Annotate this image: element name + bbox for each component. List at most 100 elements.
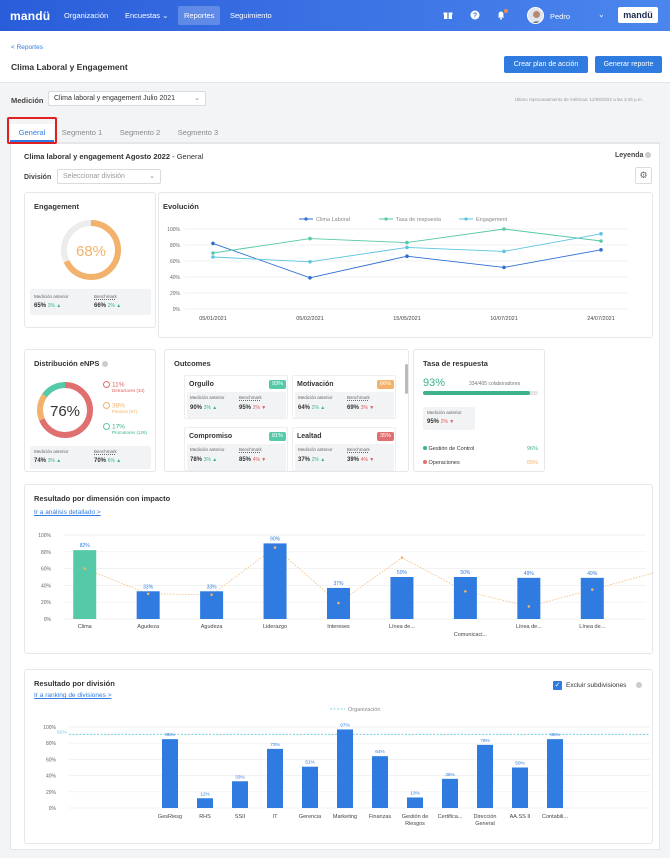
series-point[interactable] bbox=[211, 241, 215, 246]
division-ranking-link[interactable]: Ir a ranking de divisiones > bbox=[34, 692, 112, 699]
x-tick-label: Clima bbox=[78, 624, 93, 630]
nav-reportes[interactable]: Reportes bbox=[178, 6, 221, 25]
sad-face-icon bbox=[103, 381, 110, 388]
legend-label[interactable]: Engagement bbox=[476, 217, 508, 223]
arrow-up-icon: ▲ bbox=[114, 303, 122, 309]
user-name[interactable]: Pedro bbox=[550, 12, 571, 21]
legend-label[interactable]: Clima Laboral bbox=[316, 217, 350, 223]
bar[interactable] bbox=[197, 798, 213, 808]
series-point[interactable] bbox=[405, 254, 409, 258]
settings-gear-icon[interactable]: ⚙ bbox=[635, 167, 652, 184]
y-tick-label: 60% bbox=[170, 259, 181, 265]
bar[interactable] bbox=[337, 729, 353, 808]
create-action-plan-button[interactable]: Crear plan de acción bbox=[504, 56, 588, 73]
help-icon[interactable]: ? bbox=[470, 10, 480, 20]
legend-link[interactable]: Leyenda bbox=[615, 152, 652, 159]
medicion-select[interactable]: Clima laboral y engagement Julio 2021 ⌄ bbox=[48, 91, 206, 106]
row-value: 96% bbox=[526, 446, 538, 452]
section-subtitle: - General bbox=[172, 152, 204, 161]
y-tick-label: 0% bbox=[49, 806, 57, 812]
series-point[interactable] bbox=[211, 255, 215, 259]
app-logo[interactable]: mandü bbox=[10, 9, 51, 23]
bar-value-label: 90% bbox=[270, 536, 281, 542]
trend-point bbox=[273, 546, 277, 549]
bar-value-label: 37% bbox=[333, 581, 344, 587]
bar[interactable] bbox=[442, 778, 458, 808]
exclude-subdivisions-label[interactable]: Excluir subdivisiones bbox=[566, 682, 627, 689]
legend-label: Organización bbox=[348, 707, 380, 713]
generate-report-button[interactable]: Generar reporte bbox=[595, 56, 662, 73]
tab-segmento-2[interactable]: Segmento 2 bbox=[119, 128, 161, 137]
nav-encuestas[interactable]: Encuestas ⌄ bbox=[119, 6, 174, 25]
bench-label: Benchmark bbox=[239, 447, 262, 452]
bar[interactable] bbox=[200, 591, 224, 619]
x-tick-label: Gestión de bbox=[402, 814, 429, 820]
x-tick-label: Intereses bbox=[327, 624, 350, 630]
legend-dot bbox=[464, 217, 468, 221]
series-point[interactable] bbox=[405, 245, 409, 250]
bar[interactable] bbox=[73, 550, 97, 619]
series-point[interactable] bbox=[599, 248, 603, 252]
series-point[interactable] bbox=[502, 249, 506, 254]
trend-point bbox=[590, 588, 594, 591]
detractores-pct: 11% bbox=[111, 381, 125, 389]
division-select[interactable]: Seleccionar división ⌄ bbox=[57, 169, 161, 184]
series-point[interactable] bbox=[211, 251, 215, 255]
dimension-detail-link[interactable]: Ir a análisis detallado > bbox=[34, 509, 101, 516]
chevron-down-icon[interactable]: ⌄ bbox=[598, 10, 605, 19]
tab-general[interactable]: General bbox=[10, 124, 54, 142]
bar[interactable] bbox=[302, 766, 318, 808]
breadcrumb[interactable]: < Reportes bbox=[11, 44, 43, 51]
nav-seguimiento[interactable]: Seguimiento bbox=[230, 11, 272, 20]
bell-icon[interactable] bbox=[496, 10, 506, 20]
dimension-card: Resultado por dimensión con impacto Ir a… bbox=[24, 484, 654, 654]
tab-segmento-3[interactable]: Segmento 3 bbox=[177, 128, 219, 137]
medicion-value: Clima laboral y engagement Julio 2021 bbox=[54, 95, 176, 102]
x-tick-label: Agudeza bbox=[137, 624, 160, 630]
bar[interactable] bbox=[390, 577, 414, 619]
bar[interactable] bbox=[162, 739, 178, 808]
nav-organizacion[interactable]: Organización bbox=[64, 11, 109, 20]
evolution-title: Evolución bbox=[163, 202, 199, 211]
bar[interactable] bbox=[512, 767, 528, 809]
svg-text:?: ? bbox=[473, 13, 477, 20]
x-tick-label: 05/01/2021 bbox=[199, 316, 227, 322]
bar[interactable] bbox=[232, 781, 248, 808]
dimension-title: Resultado por dimensión con impacto bbox=[34, 494, 171, 503]
bar[interactable] bbox=[517, 577, 541, 619]
legend-label[interactable]: Tasa de respuesta bbox=[396, 217, 442, 223]
series-point[interactable] bbox=[308, 276, 312, 280]
series-point[interactable] bbox=[405, 240, 409, 245]
bar[interactable] bbox=[263, 543, 287, 619]
series-point[interactable] bbox=[599, 232, 603, 236]
series-point[interactable] bbox=[308, 236, 312, 241]
arrow-down-icon: ▼ bbox=[447, 419, 455, 425]
gift-icon[interactable] bbox=[443, 10, 453, 20]
series-point[interactable] bbox=[502, 265, 506, 270]
bar[interactable] bbox=[136, 591, 160, 619]
exclude-subdivisions-checkbox[interactable]: ✓ bbox=[553, 681, 562, 690]
legend-dot bbox=[304, 217, 308, 221]
x-tick-label: 24/07/2021 bbox=[587, 316, 615, 322]
outcome-name: Orgullo bbox=[189, 381, 214, 388]
scrollbar[interactable] bbox=[405, 364, 408, 394]
series-point[interactable] bbox=[308, 260, 312, 264]
bar[interactable] bbox=[547, 739, 563, 808]
series-point[interactable] bbox=[599, 239, 603, 243]
y-tick-label: 40% bbox=[41, 583, 52, 589]
bar[interactable] bbox=[477, 744, 493, 808]
bar[interactable] bbox=[580, 577, 604, 619]
chevron-down-icon: ⌄ bbox=[149, 173, 155, 180]
bar[interactable] bbox=[407, 797, 423, 808]
y-tick-label: 80% bbox=[46, 741, 57, 747]
avatar[interactable] bbox=[527, 7, 544, 24]
bar[interactable] bbox=[267, 748, 283, 808]
bench-value: 70% bbox=[94, 458, 107, 464]
y-tick-label: 20% bbox=[41, 600, 52, 606]
series-point[interactable] bbox=[502, 227, 506, 231]
prev-value: 65% bbox=[34, 303, 47, 309]
bar[interactable] bbox=[372, 756, 388, 808]
tab-segmento-1[interactable]: Segmento 1 bbox=[61, 128, 103, 137]
bar[interactable] bbox=[453, 577, 477, 619]
response-rate-card: Tasa de respuesta 93% 334/405 colaborado… bbox=[413, 349, 545, 472]
